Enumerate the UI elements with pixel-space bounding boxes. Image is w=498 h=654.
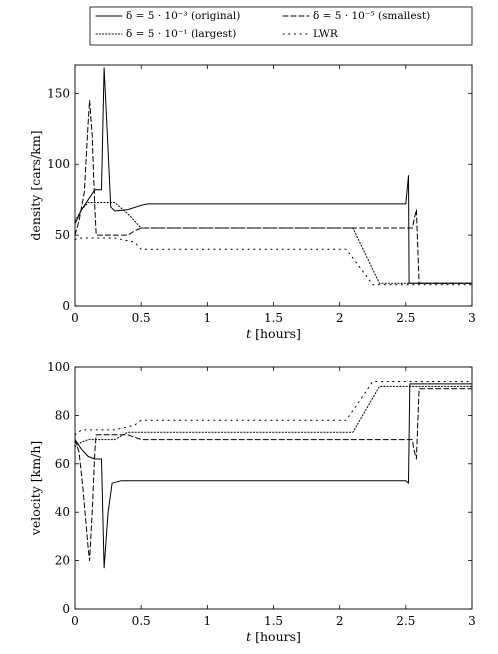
y-tick-label: 20	[55, 554, 70, 568]
y-axis-label: velocity [km/h]	[28, 441, 43, 536]
x-tick-label: 0.5	[132, 614, 151, 628]
x-tick-label: 2.5	[396, 311, 415, 325]
y-tick-label: 40	[55, 505, 70, 519]
legend-box	[89, 6, 473, 46]
series-line-loosely-dotted	[74, 381, 473, 436]
series-line-dashed	[74, 99, 473, 284]
y-axis-label: density [cars/km]	[28, 130, 43, 240]
legend-label: δ = 5 · 10⁻⁵ (smallest)	[313, 10, 430, 22]
x-tick-label: 3	[468, 614, 476, 628]
x-tick-label: 1.5	[264, 311, 283, 325]
y-tick-label: 0	[62, 602, 70, 616]
x-tick-label: 2.5	[396, 614, 415, 628]
series-line-solid	[74, 383, 473, 569]
legend-label: δ = 5 · 10⁻³ (original)	[126, 10, 240, 22]
series-line-dotted	[74, 385, 473, 448]
legend: δ = 5 · 10⁻³ (original) δ = 5 · 10⁻⁵ (sma…	[89, 6, 473, 46]
y-tick-label: 100	[47, 360, 70, 374]
x-tick-label: 1.5	[264, 614, 283, 628]
legend-label: LWR	[313, 28, 339, 40]
y-tick-label: 80	[55, 408, 70, 422]
plot-frame	[74, 366, 473, 610]
y-tick-label: 60	[55, 457, 70, 471]
series-line-dashed	[74, 388, 473, 562]
y-tick-label: 50	[55, 228, 70, 242]
x-tick-label: 2	[336, 311, 344, 325]
series-line-solid	[74, 67, 473, 284]
legend-label: δ = 5 · 10⁻¹ (largest)	[126, 28, 236, 40]
x-tick-label: 0	[71, 614, 79, 628]
plot-frame	[74, 64, 473, 307]
x-tick-label: 2	[336, 614, 344, 628]
x-tick-label: 1	[204, 614, 212, 628]
y-tick-label: 100	[47, 157, 70, 171]
x-tick-label: 1	[204, 311, 212, 325]
x-axis-label: t [hours]	[246, 629, 301, 644]
y-tick-label: 150	[47, 86, 70, 100]
x-tick-label: 0.5	[132, 311, 151, 325]
x-tick-label: 3	[468, 311, 476, 325]
chart-panel-2: 0 0.5 1 1.5 2 2.5 3 0 20 40 60 80 100 t [hours] veloci…	[28, 360, 476, 644]
series-line-dotted	[74, 202, 473, 284]
x-axis-label: t [hours]	[246, 326, 301, 341]
y-tick-label: 0	[62, 299, 70, 313]
chart-panel-1: 0 0.5 1 1.5 2 2.5 3 0 50 100 150 t [hours] density […	[28, 64, 476, 341]
series-line-loosely-dotted	[74, 237, 473, 286]
x-tick-label: 0	[71, 311, 79, 325]
